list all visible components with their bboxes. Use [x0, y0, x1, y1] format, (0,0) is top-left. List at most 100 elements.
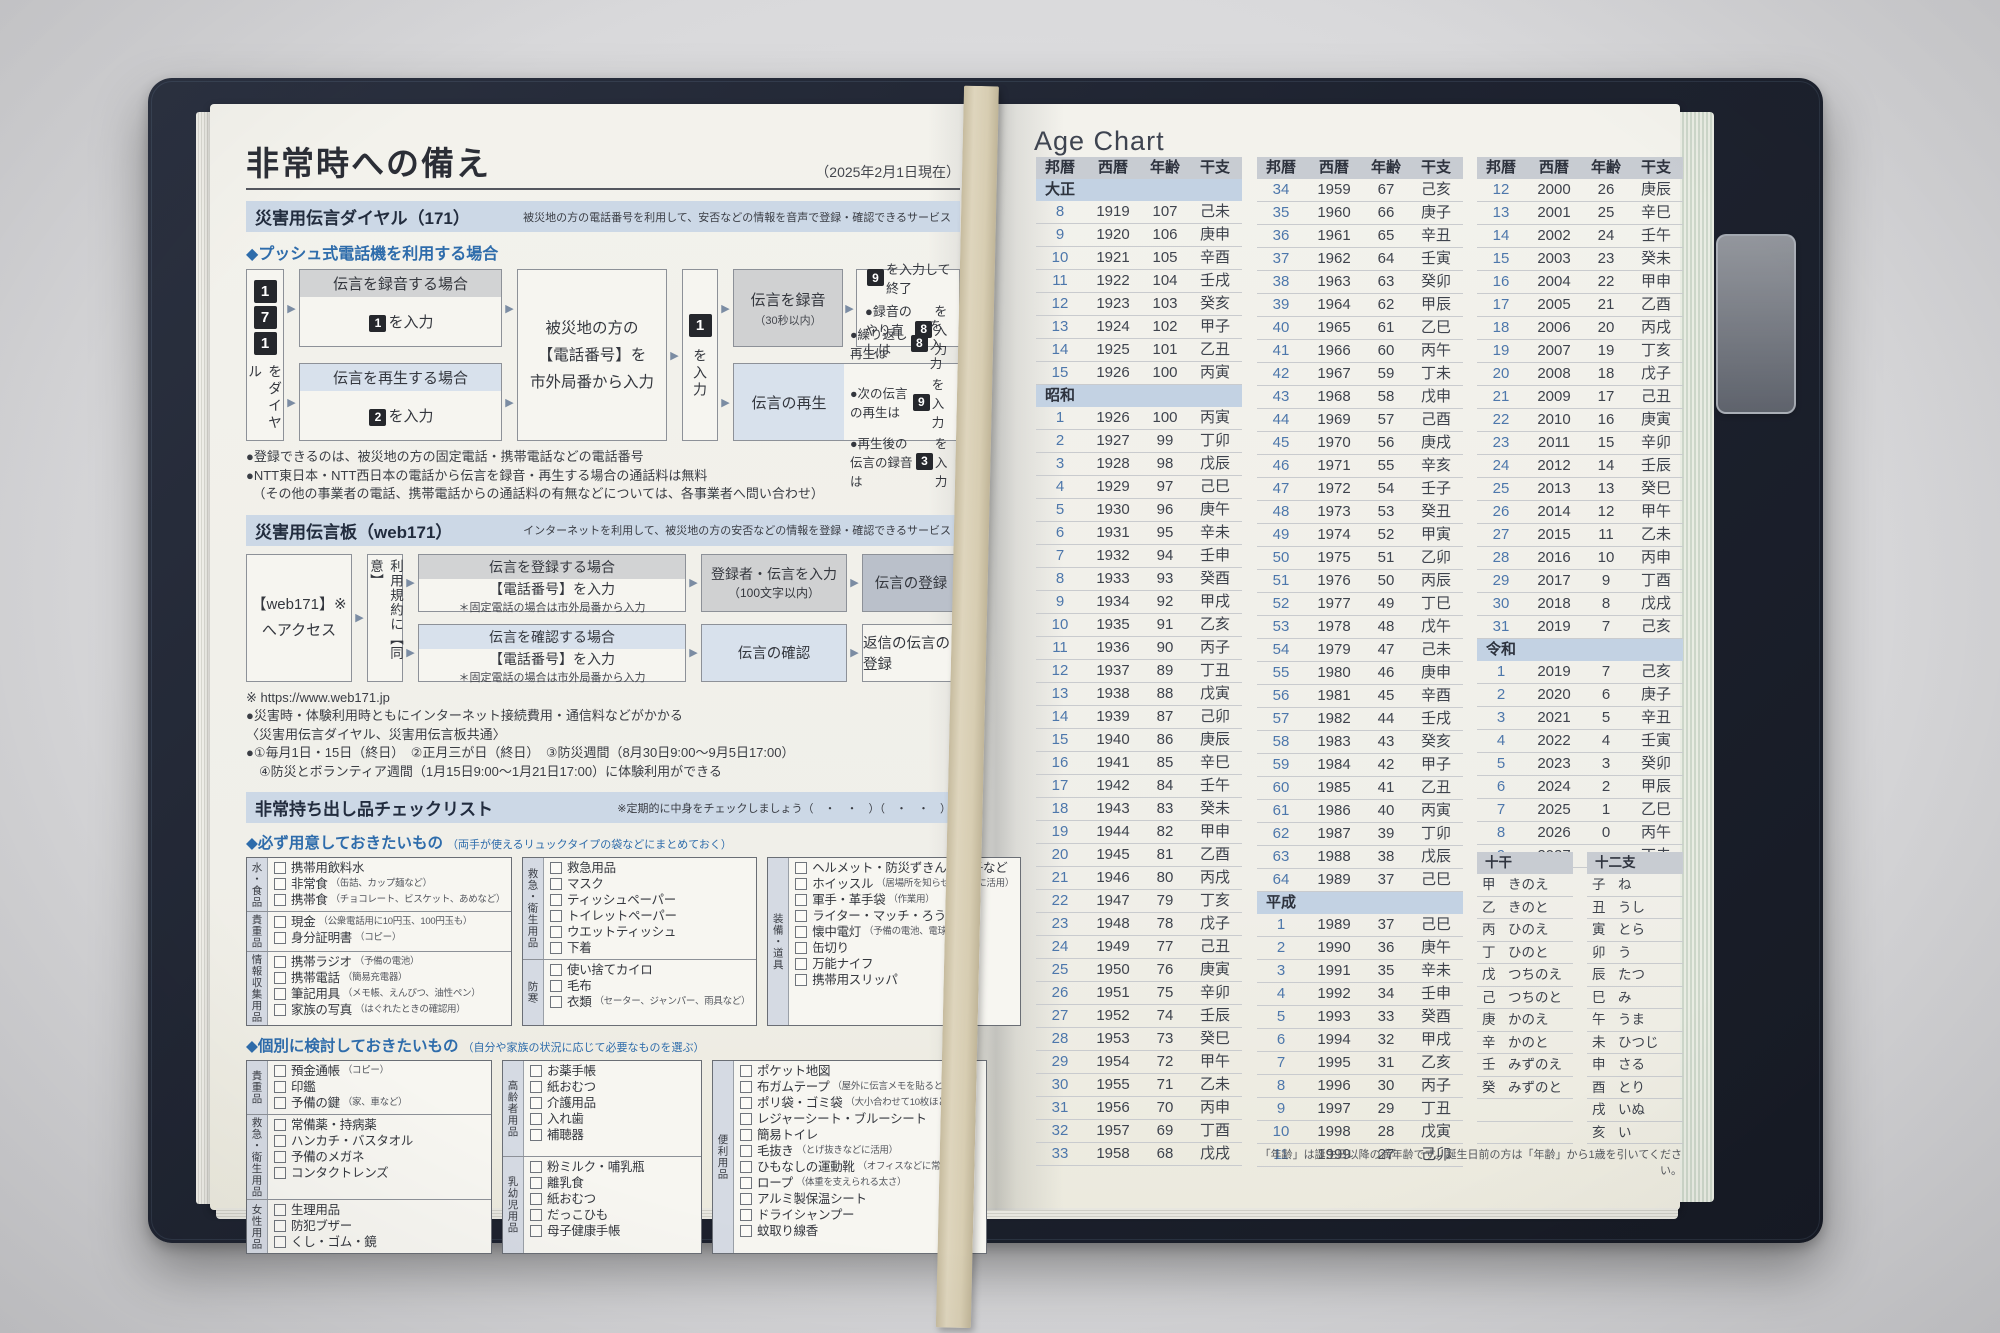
- age-chart-header: 邦暦 西暦 年齢 干支: [1036, 157, 1242, 179]
- age-chart-header-cell: 邦暦: [1485, 159, 1516, 176]
- wareki-year: 1: [1055, 409, 1065, 426]
- age-chart-header-cell: 西暦: [1097, 159, 1128, 176]
- wareki-year: 28: [1051, 1030, 1069, 1047]
- checkbox-icon: [795, 926, 808, 938]
- play-case-heading: 伝言を再生する場合: [300, 364, 501, 391]
- wareki-year: 56: [1272, 687, 1290, 704]
- checklist-item-label: レジャーシート・ブルーシート: [757, 1111, 927, 1126]
- wareki-year: 17: [1051, 777, 1069, 794]
- wareki-year: 13: [1492, 204, 1510, 221]
- checklist-item-label: 筆記用具: [291, 986, 340, 1001]
- wareki-year: 12: [1051, 662, 1069, 679]
- checklist-column: 水・食品 携帯用飲料水 非常食 （缶詰、カップ麺など） 携帯食 （チョコレート、ビスケット…: [246, 857, 513, 1026]
- age-chart-row: 5 2023 3 癸卯: [1477, 753, 1683, 776]
- arrow-right-icon: ▶: [670, 349, 679, 362]
- seireki-year: 1982: [1317, 710, 1351, 727]
- checkbox-icon: [274, 862, 286, 874]
- zodiac-sign: 戊午: [1420, 618, 1451, 635]
- checklist-item-label: 常備薬・持病薬: [291, 1117, 377, 1132]
- kanji-reading: いぬ: [1618, 1102, 1645, 1117]
- checklist-item-note: （公衆電話用に10円玉、100円玉も）: [318, 916, 473, 927]
- age-value: 96: [1156, 501, 1174, 518]
- seireki-year: 1926: [1096, 364, 1130, 381]
- age-value: 101: [1152, 341, 1178, 358]
- text-line: 市外局番から入力: [529, 373, 654, 391]
- checklist-item-label: 懐中電灯: [812, 925, 861, 939]
- checklist-items: 粉ミルク・哺乳瓶 離乳食 紙おむつ だっこひも 母子健康手帳: [524, 1157, 701, 1253]
- checkbox-icon: [274, 1150, 286, 1163]
- text-line: 1: [252, 332, 279, 355]
- checklist-item: 簡易トイレ: [740, 1127, 980, 1143]
- wareki-year: 10: [1272, 1123, 1290, 1140]
- checklist-items: お薬手帳 紙おむつ 介護用品 入れ歯 補聴器: [524, 1061, 701, 1157]
- zodiac-sign: 壬子: [1420, 480, 1451, 497]
- age-value: 57: [1377, 411, 1395, 428]
- seireki-year: 1981: [1317, 687, 1351, 704]
- zodiac-sign: 乙未: [1640, 526, 1671, 543]
- zodiac-sign: 辛亥: [1420, 457, 1451, 474]
- kanji-reading: みずのえ: [1508, 1057, 1562, 1072]
- wareki-year: 26: [1492, 503, 1510, 520]
- checkbox-icon: [274, 894, 286, 906]
- checklist-item: くし・ゴム・鏡: [274, 1234, 485, 1250]
- seireki-year: 1930: [1096, 501, 1130, 518]
- kanji-reading: とり: [1618, 1079, 1645, 1095]
- age-chart-row: 22 1947 79 丁亥: [1036, 890, 1242, 913]
- age-value: 42: [1377, 756, 1395, 773]
- play-message-label: 伝言の再生: [734, 364, 844, 440]
- checklist-category-label: 水・食品: [247, 858, 268, 911]
- checklist-item-label: 現金: [291, 915, 316, 929]
- zodiac-sign: 壬申: [1420, 985, 1451, 1002]
- seireki-year: 1974: [1317, 526, 1351, 543]
- zodiac-sign: 乙卯: [1420, 549, 1451, 566]
- wareki-year: 41: [1272, 342, 1290, 359]
- seireki-year: 1935: [1096, 616, 1130, 633]
- key-2-icon: 2: [369, 408, 387, 426]
- age-value: 36: [1377, 939, 1395, 956]
- seireki-year: 2008: [1537, 365, 1571, 382]
- wareki-year: 15: [1492, 250, 1510, 267]
- checklist-item: コンタクトレンズ: [274, 1165, 485, 1181]
- wareki-year: 46: [1272, 457, 1290, 474]
- age-chart-row: 18 1943 83 癸未: [1036, 798, 1242, 821]
- checklist-item: 常備薬・持病薬: [274, 1117, 485, 1133]
- seireki-year: 1966: [1317, 342, 1351, 359]
- kanji-char: [1482, 1122, 1508, 1144]
- text-line: ●次の伝言の再生は 9 を入力: [850, 377, 945, 430]
- wareki-year: 25: [1051, 961, 1069, 978]
- wareki-year: 21: [1051, 869, 1069, 886]
- wareki-year: 30: [1051, 1076, 1069, 1093]
- checklist-item: だっこひも: [530, 1207, 695, 1223]
- checklist-item: 携帯食 （チョコレート、ビスケット、あめなど）: [274, 892, 505, 908]
- kanji-char: [1482, 1099, 1508, 1121]
- kanji-char: 寅: [1592, 922, 1606, 937]
- checkbox-icon: [274, 1166, 286, 1179]
- seireki-year: 1947: [1096, 892, 1130, 909]
- seireki-year: 1965: [1317, 319, 1351, 336]
- page-stack-left-edge: [196, 112, 212, 1204]
- age-chart-row: 6 1994 32 甲戌: [1257, 1029, 1463, 1052]
- seireki-year: 2010: [1537, 411, 1571, 428]
- wareki-year: 9: [1055, 226, 1065, 243]
- age-value: 37: [1377, 916, 1395, 933]
- kanji-table-row: 午うま: [1587, 1009, 1683, 1032]
- seireki-year: 1944: [1096, 823, 1130, 840]
- checklist-item-note: （予備の電池、電球）: [864, 926, 957, 937]
- seireki-year: 1972: [1317, 480, 1351, 497]
- seireki-year: 1990: [1317, 939, 1351, 956]
- kanji-char: 丑: [1592, 899, 1606, 915]
- checklist-category-label: 防寒: [523, 960, 545, 1025]
- seireki-year: 1977: [1317, 595, 1351, 612]
- checklist-item-note: （はぐれたときの確認用）: [355, 1003, 466, 1015]
- dial-label: をダイヤル: [247, 364, 283, 432]
- age-value: 91: [1156, 616, 1174, 633]
- zodiac-sign: 庚辰: [1199, 731, 1230, 748]
- wareki-year: 22: [1492, 411, 1510, 428]
- checklist-item: 母子健康手帳: [530, 1223, 695, 1239]
- kanji-table-row: 丑うし: [1587, 897, 1683, 919]
- zodiac-sign: 丙子: [1420, 1077, 1451, 1094]
- age-value: 4: [1601, 732, 1611, 749]
- text-line: へアクセス: [261, 621, 337, 639]
- checklist-item: 現金 （公衆電話用に10円玉、100円玉も）: [274, 914, 505, 930]
- seireki-year: 1932: [1096, 547, 1130, 564]
